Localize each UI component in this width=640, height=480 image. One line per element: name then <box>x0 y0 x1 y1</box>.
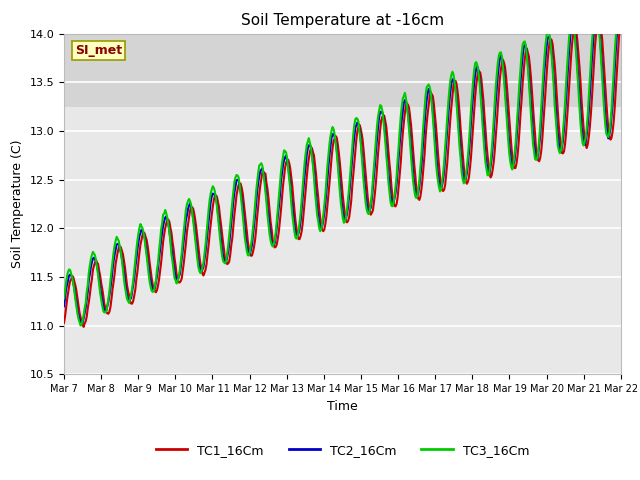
Line: TC3_16Cm: TC3_16Cm <box>64 0 621 325</box>
TC1_16Cm <box>557 144 564 149</box>
TC1_16Cm <box>60 320 68 326</box>
TC2_16Cm <box>617 2 625 8</box>
TC2_16Cm <box>92 258 100 264</box>
TC2_16Cm <box>455 120 463 126</box>
TC1_16Cm <box>484 162 492 168</box>
TC2_16Cm <box>398 117 406 122</box>
TC2_16Cm <box>60 303 68 309</box>
TC2_16Cm <box>541 57 549 62</box>
TC3_16Cm <box>541 43 549 49</box>
TC1_16Cm <box>92 257 100 263</box>
TC3_16Cm <box>92 258 100 264</box>
TC3_16Cm <box>77 323 84 328</box>
TC3_16Cm <box>484 172 492 178</box>
Text: SI_met: SI_met <box>75 44 122 57</box>
TC2_16Cm <box>484 170 492 176</box>
Title: Soil Temperature at -16cm: Soil Temperature at -16cm <box>241 13 444 28</box>
Line: TC2_16Cm: TC2_16Cm <box>64 5 621 324</box>
X-axis label: Time: Time <box>327 400 358 413</box>
Legend: TC1_16Cm, TC2_16Cm, TC3_16Cm: TC1_16Cm, TC2_16Cm, TC3_16Cm <box>151 439 534 462</box>
TC2_16Cm <box>557 149 564 155</box>
TC1_16Cm <box>617 13 625 19</box>
TC2_16Cm <box>77 322 85 327</box>
TC3_16Cm <box>398 103 406 109</box>
TC1_16Cm <box>80 324 88 330</box>
TC1_16Cm <box>455 98 463 104</box>
Y-axis label: Soil Temperature (C): Soil Temperature (C) <box>11 140 24 268</box>
TC3_16Cm <box>60 296 68 301</box>
TC1_16Cm <box>398 144 406 149</box>
Bar <box>64 34 621 107</box>
TC3_16Cm <box>617 0 625 3</box>
TC3_16Cm <box>455 131 463 136</box>
Line: TC1_16Cm: TC1_16Cm <box>64 16 621 327</box>
TC3_16Cm <box>557 148 564 154</box>
TC1_16Cm <box>541 89 549 95</box>
